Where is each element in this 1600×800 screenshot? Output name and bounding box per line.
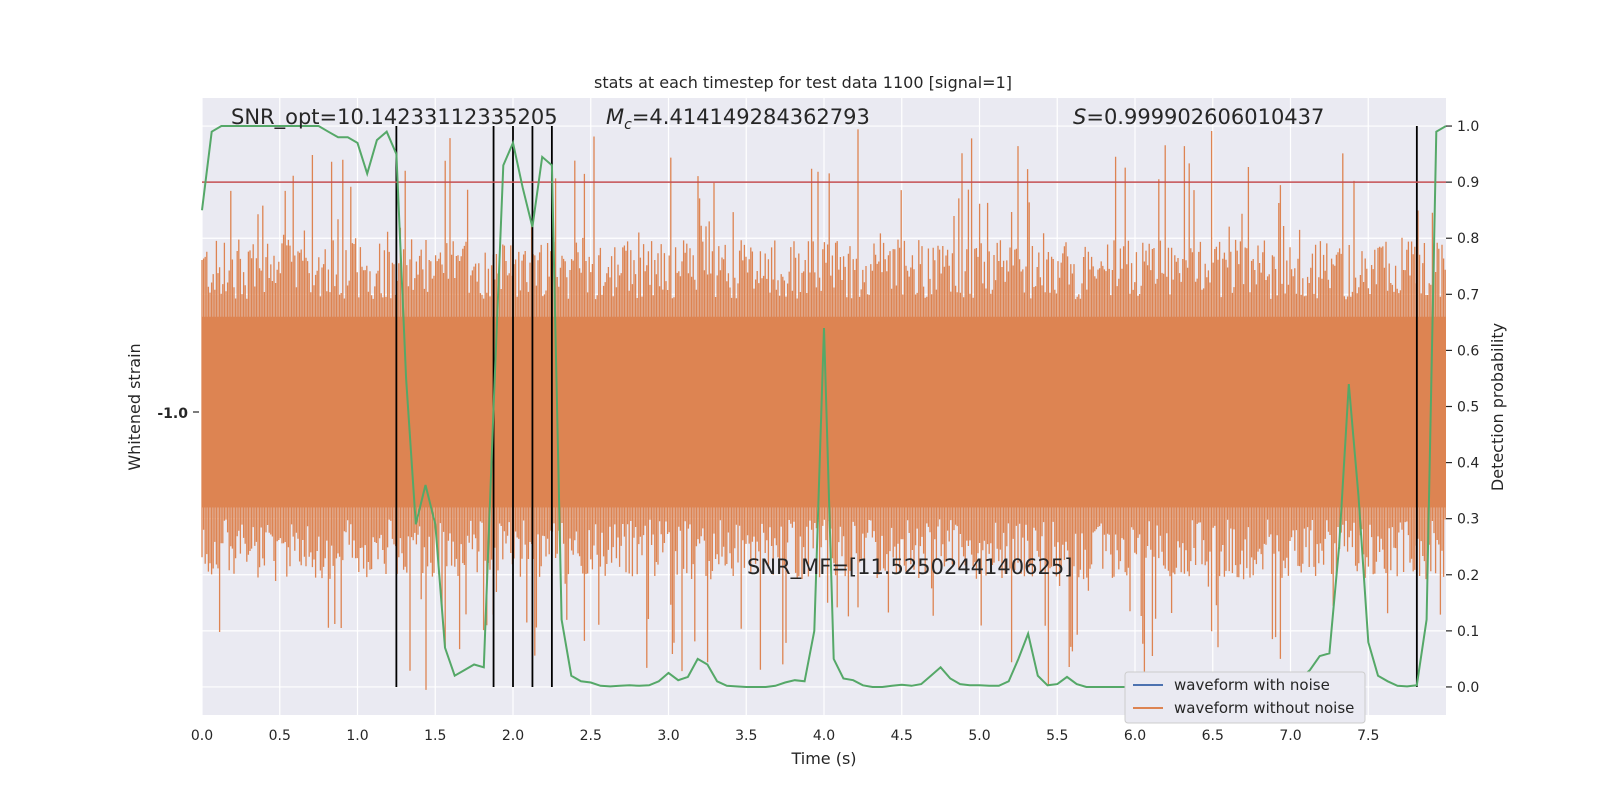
right-tick-label: 0.0 <box>1457 680 1479 696</box>
right-tick-label: 0.1 <box>1457 624 1479 640</box>
x-tick-label: 0.0 <box>191 728 213 744</box>
x-tick-label: 4.5 <box>891 728 913 744</box>
x-axis-label: Time (s) <box>790 749 856 768</box>
x-tick-label: 5.0 <box>968 728 990 744</box>
right-axis-label: Detection probability <box>1488 323 1507 491</box>
x-tick-label: 7.0 <box>1279 728 1301 744</box>
x-tick-label: 2.5 <box>580 728 602 744</box>
right-tick-label: 0.6 <box>1457 343 1479 359</box>
right-tick-label: 0.4 <box>1457 456 1479 472</box>
mc-subscript: c <box>624 117 632 133</box>
s-value: =0.999902606010437 <box>1086 105 1324 129</box>
left-axis-tick: -1.0 <box>157 406 199 422</box>
right-axis-ticks: 0.0 0.1 0.2 0.3 0.4 0.5 0.6 0.7 0.8 0.9 1.0 <box>1446 119 1479 696</box>
x-tick-label: 3.5 <box>735 728 757 744</box>
x-tick-label: 1.0 <box>346 728 368 744</box>
snr-opt-annotation: SNR_opt=10.14233112335205 <box>231 105 558 130</box>
right-tick-label: 0.5 <box>1457 400 1479 416</box>
x-tick-label: 3.0 <box>657 728 679 744</box>
s-annotation: S=0.999902606010437 <box>1073 105 1324 129</box>
right-tick-label: 0.8 <box>1457 231 1479 247</box>
mc-symbol: M <box>606 105 624 129</box>
waveform-trace <box>201 129 1446 690</box>
snr-mf-annotation: SNR_MF=[11.5250244140625] <box>747 555 1072 580</box>
mc-annotation: Mc=4.414149284362793 <box>606 105 870 133</box>
legend-box <box>1124 671 1366 724</box>
x-axis-ticks: 0.0 0.5 1.0 1.5 2.0 2.5 3.0 3.5 4.0 4.5 5.0 5.5 6.0 6… <box>191 728 1380 744</box>
x-tick-label: 5.5 <box>1046 728 1068 744</box>
right-tick-label: 0.7 <box>1457 287 1479 303</box>
x-tick-label: 1.5 <box>424 728 446 744</box>
x-tick-label: 4.0 <box>813 728 835 744</box>
x-tick-label: 0.5 <box>269 728 291 744</box>
right-tick-label: 0.2 <box>1457 568 1479 584</box>
chart-title: stats at each timestep for test data 110… <box>594 73 1012 92</box>
legend-label-without-noise: waveform without noise <box>1174 699 1354 717</box>
x-tick-label: 6.0 <box>1124 728 1146 744</box>
right-tick-label: 1.0 <box>1457 119 1479 135</box>
x-tick-label: 7.5 <box>1357 728 1379 744</box>
right-tick-label: 0.9 <box>1457 175 1479 191</box>
left-axis-label: Whitened strain <box>125 343 144 470</box>
s-symbol: S <box>1073 105 1086 129</box>
legend-label-with-noise: waveform with noise <box>1174 676 1330 694</box>
mc-value: =4.414149284362793 <box>632 105 870 129</box>
x-tick-label: 2.0 <box>502 728 524 744</box>
left-axis-tick-label: -1.0 <box>157 406 188 422</box>
right-tick-label: 0.3 <box>1457 512 1479 528</box>
x-tick-label: 6.5 <box>1202 728 1224 744</box>
legend: waveform with noise waveform without noi… <box>1124 671 1366 724</box>
annotations: SNR_opt=10.14233112335205 Mc=4.414149284… <box>231 105 1324 580</box>
